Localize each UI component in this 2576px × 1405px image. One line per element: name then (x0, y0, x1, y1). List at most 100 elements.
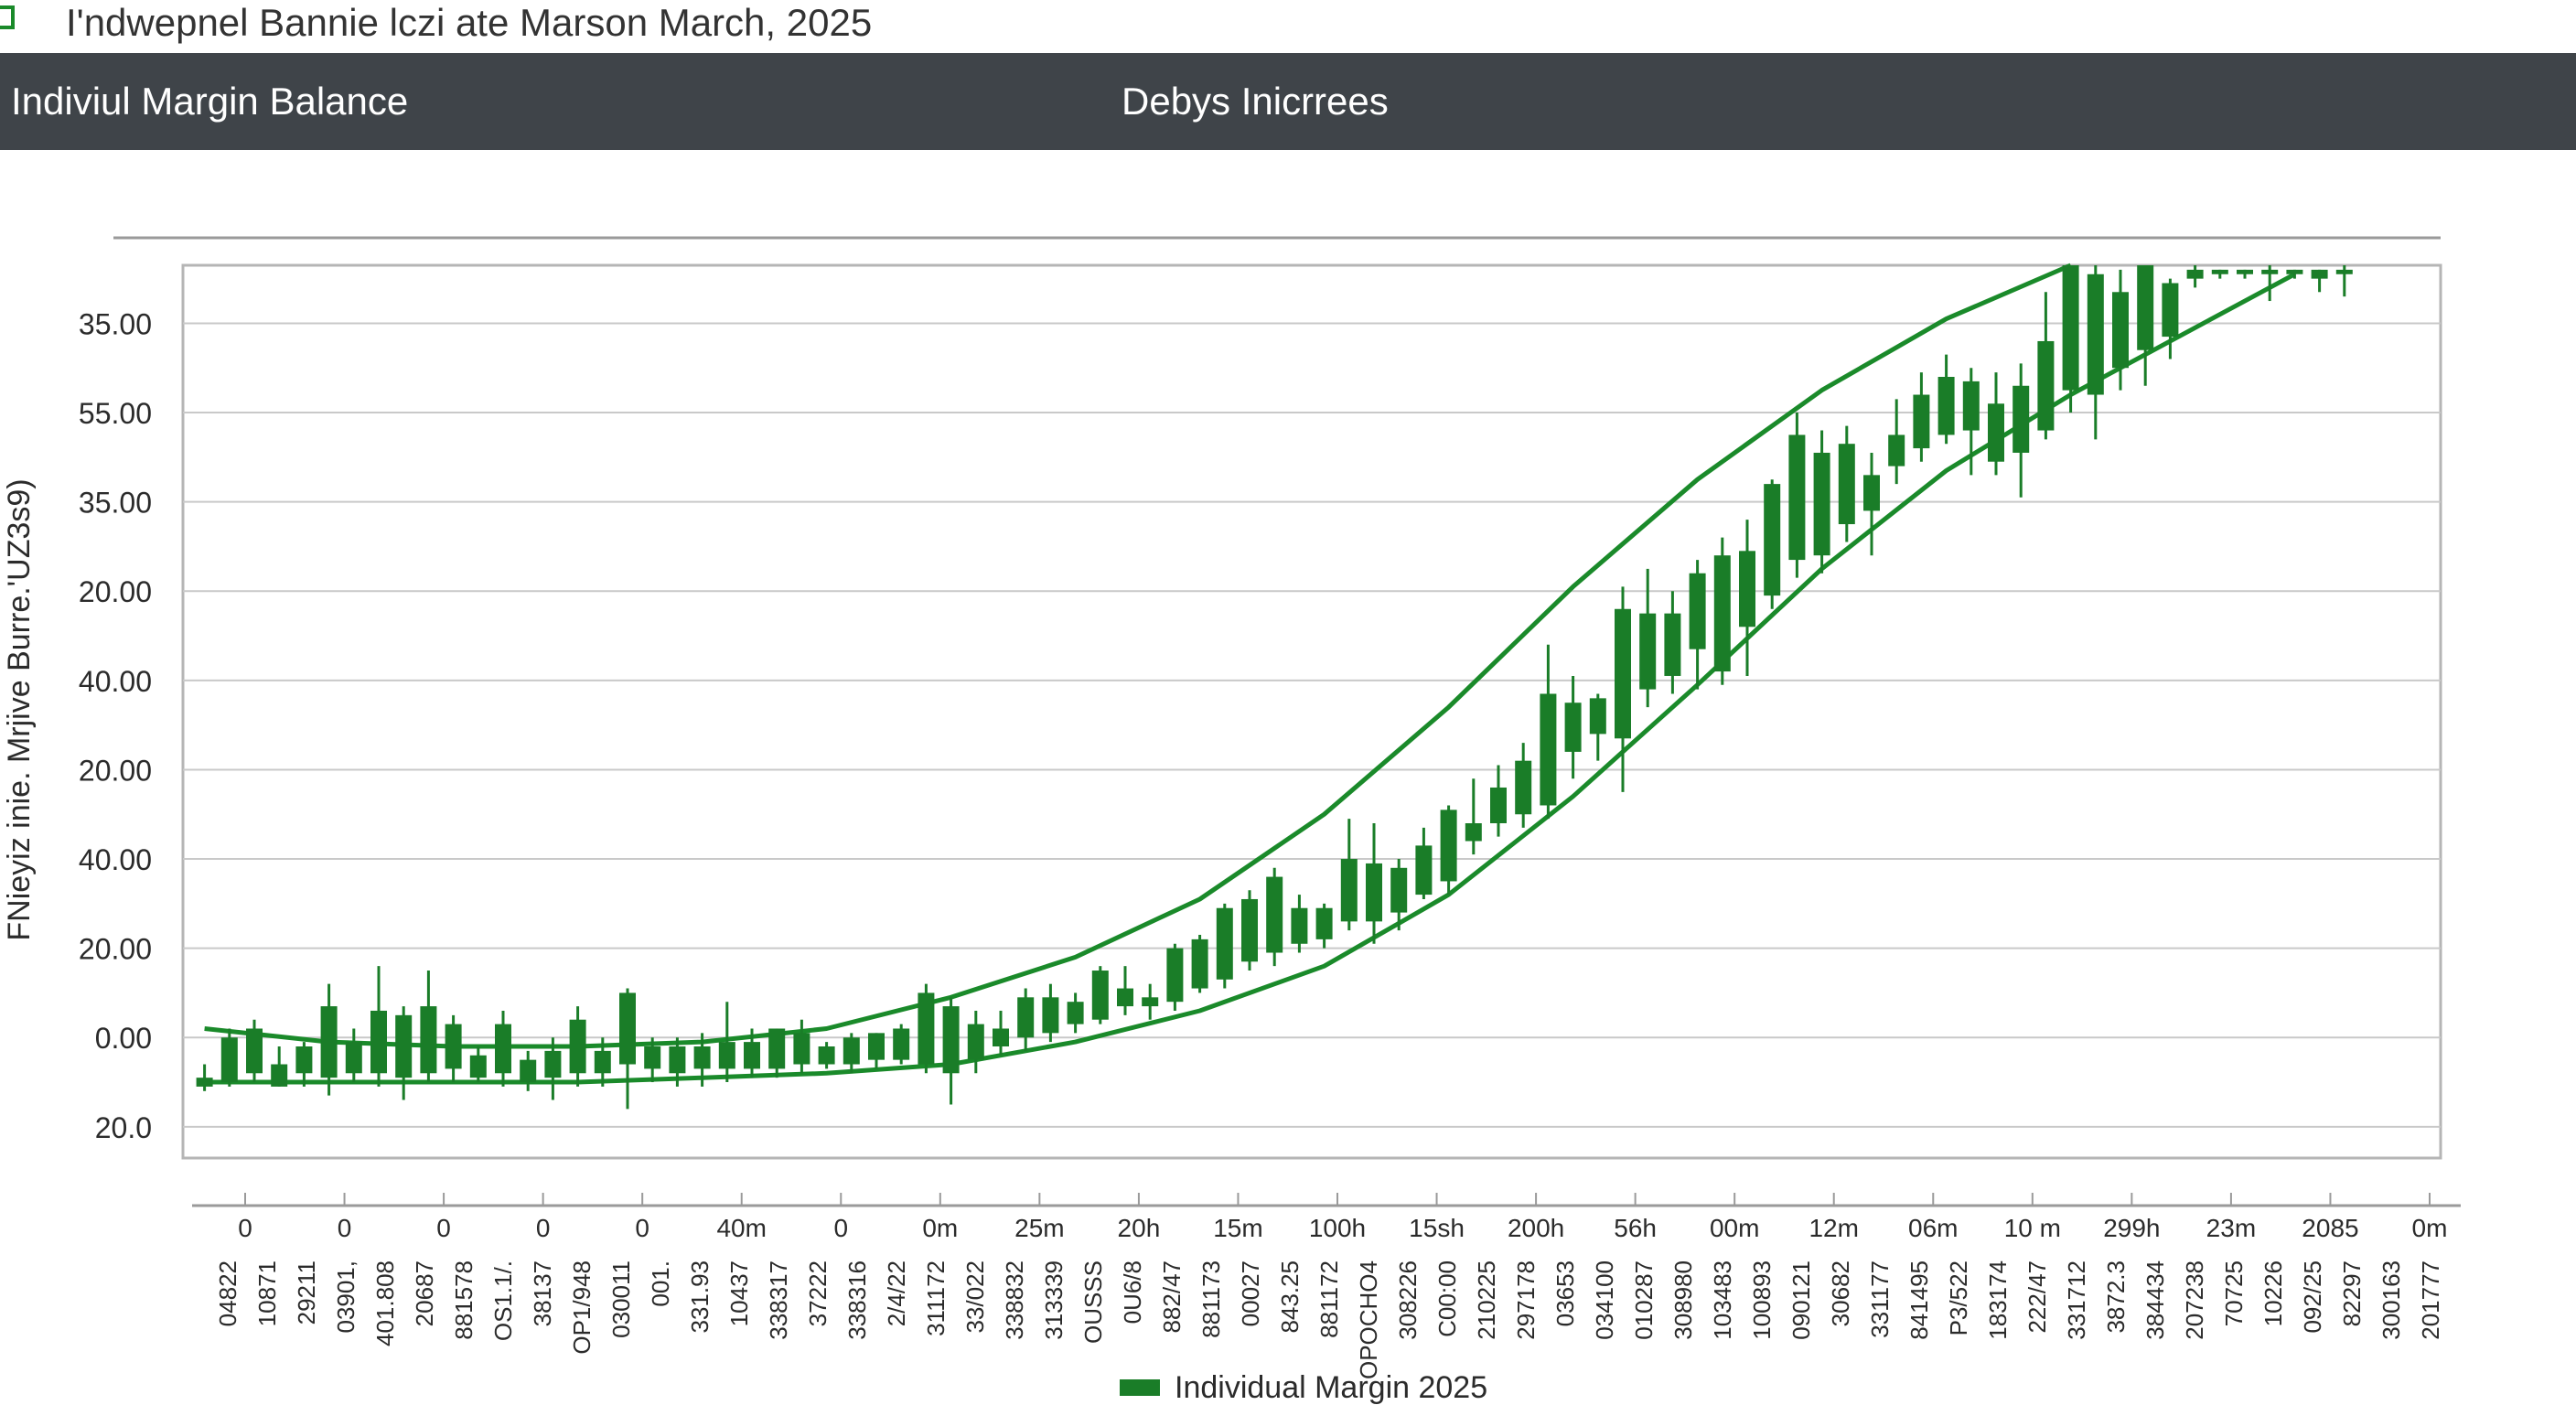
x-tick-label-bottom: 20687 (411, 1260, 438, 1326)
candle-body (2335, 269, 2353, 274)
x-tick-label-bottom: 297178 (1512, 1260, 1540, 1340)
x-tick-label-top: 56h (1614, 1214, 1657, 1242)
x-tick-label-bottom: 882/47 (1158, 1260, 1186, 1334)
x-tick-label-bottom: 338832 (1001, 1260, 1028, 1340)
x-tick-label-bottom: 210225 (1473, 1260, 1500, 1340)
candle-body (220, 1037, 238, 1083)
candle-body (1415, 845, 1433, 896)
candle-body (1988, 403, 2004, 462)
candle-body (993, 1028, 1009, 1046)
x-tick-label-top: 12m (1809, 1214, 1858, 1242)
candle-body (2137, 265, 2154, 350)
candle-body (818, 1046, 835, 1065)
x-tick-label-bottom: OUSSS (1079, 1260, 1107, 1344)
x-tick-label-bottom: 010287 (1630, 1260, 1658, 1340)
candle-body (1191, 938, 1208, 989)
candle-body (495, 1024, 511, 1074)
gridlines (183, 322, 2441, 1128)
x-tick-label-top: 06m (1908, 1214, 1958, 1242)
candle-body (1937, 377, 1955, 435)
x-tick-label-bottom: 33/022 (961, 1260, 989, 1334)
x-tick-label-bottom: 843.25 (1276, 1260, 1304, 1334)
x-tick-label-bottom: 300163 (2377, 1260, 2405, 1340)
candle-body (2062, 265, 2079, 391)
candle-body (2087, 273, 2104, 395)
x-tick-label-top: 00m (1710, 1214, 1759, 1242)
y-tick-label: 0.00 (95, 1022, 152, 1055)
candle-body (843, 1037, 860, 1065)
window-titlebar: I'ndwepnel Bannie lczi ate Marson March,… (0, 0, 2576, 51)
candle-body (967, 1024, 984, 1060)
x-tick-label-top: 0 (536, 1214, 551, 1242)
candle-body (1540, 693, 1557, 806)
y-tick-label: 20.00 (79, 575, 152, 608)
x-tick-label-bottom: 10226 (2259, 1260, 2287, 1326)
candle-body (1291, 907, 1308, 944)
x-tick-label-bottom: 338316 (843, 1260, 871, 1340)
x-tick-label-bottom: 308226 (1394, 1260, 1422, 1340)
candle-body (1813, 452, 1830, 556)
candle-body (768, 1028, 786, 1069)
candle-body (469, 1055, 487, 1078)
x-tick-label-bottom: 03901, (332, 1260, 360, 1334)
candle-body (271, 1064, 288, 1087)
candle-body (1713, 555, 1731, 672)
x-tick-label-bottom: 331177 (1866, 1260, 1894, 1338)
candle-body (295, 1046, 313, 1074)
candle-body (893, 1028, 910, 1060)
candle-body (2112, 292, 2129, 369)
candle-body (1042, 997, 1059, 1034)
candle-body (196, 1078, 213, 1087)
x-tick-label-bottom: 331.93 (686, 1260, 714, 1334)
candle-body (1863, 475, 1880, 511)
legend-swatch-icon (1120, 1379, 1160, 1396)
x-tick-label-bottom: 384434 (2141, 1260, 2169, 1340)
candle-body (1142, 997, 1159, 1007)
candle-body (395, 1014, 413, 1078)
y-tick-label: 20.00 (79, 933, 152, 966)
x-tick-label-bottom: 201777 (2417, 1260, 2444, 1340)
x-tick-label-top: 15sh (1409, 1214, 1465, 1242)
candle-body (1739, 551, 1755, 627)
legend-label: Individual Margin 2025 (1175, 1369, 1488, 1405)
x-tick-label-bottom: 222/47 (2023, 1260, 2051, 1334)
candle-body (1241, 898, 1258, 962)
x-tick-label-bottom: 841495 (1905, 1260, 1933, 1340)
candle-body (1465, 823, 1482, 842)
candle-body (1366, 863, 1382, 922)
candle-body (246, 1028, 263, 1074)
x-tick-label-bottom: OS1.1/. (489, 1260, 517, 1341)
candle-body (1117, 988, 1133, 1007)
x-tick-label-bottom: 0U6/8 (1119, 1260, 1146, 1324)
candle-body (2311, 269, 2328, 279)
candle-body (1764, 484, 1781, 596)
x-tick-label-bottom: 034100 (1591, 1260, 1618, 1340)
candle-body (918, 992, 935, 1065)
candle-body (644, 1046, 661, 1069)
candle-body (942, 1006, 960, 1074)
y-axis: 35.0055.0035.0020.0040.0020.0040.0020.00… (79, 307, 152, 1143)
candle-body (544, 1050, 562, 1078)
candle-body (1390, 867, 1408, 913)
candle-body (2211, 269, 2228, 274)
candle-body (718, 1042, 735, 1069)
x-tick-label-bottom: 03653 (1551, 1260, 1579, 1326)
y-tick-label: 35.00 (79, 307, 152, 340)
x-tick-label-top: 0m (2412, 1214, 2448, 1242)
y-tick-label: 20.00 (79, 754, 152, 787)
candle-body (1888, 434, 1905, 467)
candle-body (2186, 269, 2204, 279)
candle-body (1216, 907, 1233, 980)
candles (196, 265, 2353, 1110)
x-tick-label-bottom: 29211 (293, 1260, 320, 1325)
x-tick-label-top: 20h (1118, 1214, 1161, 1242)
candle-body (669, 1046, 686, 1074)
lower-band-line (204, 272, 2296, 1085)
x-tick-label-top: 0 (338, 1214, 352, 1242)
x-tick-label-bottom: 37222 (804, 1260, 832, 1326)
candle-body (1639, 613, 1657, 690)
x-tick-label-bottom: 090121 (1787, 1260, 1815, 1340)
y-tick-label: 20.0 (95, 1111, 152, 1144)
candle-body (793, 1033, 810, 1065)
